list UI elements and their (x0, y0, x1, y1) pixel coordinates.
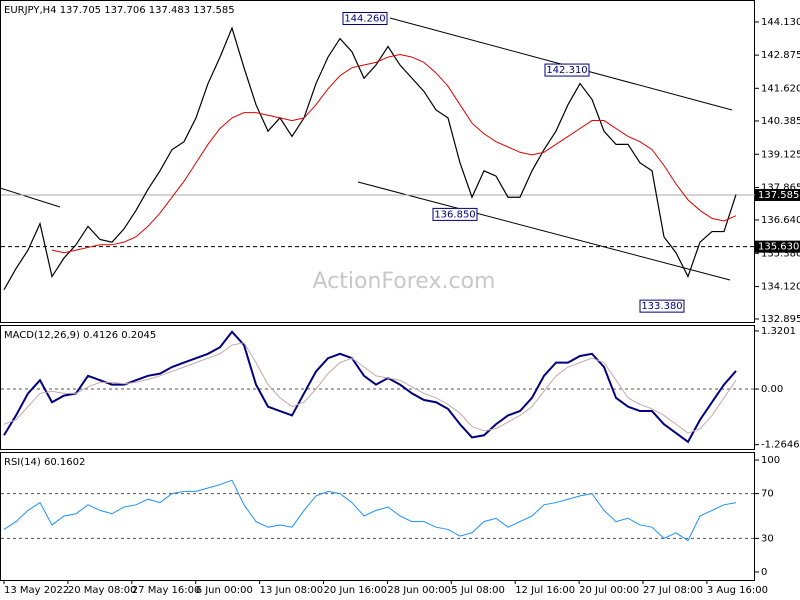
y-tick-label: 134.120 (761, 282, 800, 293)
macd-panel-frame (0, 325, 755, 450)
y-tick-label: 0.00 (761, 384, 783, 395)
annotation-box (639, 299, 685, 313)
x-tick-label: 27 May 16:00 (132, 585, 201, 596)
x-tick-label: 27 Jul 08:00 (643, 585, 703, 596)
x-tick-label: 13 Jun 08:00 (260, 585, 324, 596)
y-tick-label: 132.895 (761, 314, 800, 325)
y-tick-label: 70 (761, 489, 774, 500)
x-tick-label: 3 Aug 16:00 (707, 585, 768, 596)
x-tick-label: 12 Jul 16:00 (515, 585, 575, 596)
annotation-box (342, 12, 388, 26)
annotation-label: 136.850 (434, 209, 475, 220)
y-tick-label: 142.875 (761, 50, 800, 61)
annotation-label: 142.310 (546, 65, 587, 76)
y-tick-label: 140.385 (761, 116, 800, 127)
panel-title: EURJPY,H4 137.705 137.706 137.483 137.58… (4, 5, 235, 16)
price-label-box (755, 240, 800, 253)
series-line (51, 53, 737, 254)
x-tick-label: 13 May 2022 (4, 585, 69, 596)
x-tick-label: 28 Jun 00:00 (387, 585, 451, 596)
y-tick-label: 136.640 (761, 215, 800, 226)
series-line (3, 342, 737, 434)
x-tick-label: 20 May 08:00 (68, 585, 137, 596)
series-line (3, 479, 737, 542)
y-tick-label: 144.130 (761, 17, 800, 28)
annotation-label: 144.260 (344, 14, 385, 25)
y-tick-label: 141.620 (761, 83, 800, 94)
main-panel-frame (0, 0, 755, 323)
x-tick-label: 5 Jul 08:00 (451, 585, 505, 596)
y-tick-label: 0 (761, 567, 767, 578)
panel-title: MACD(12,26,9) 0.4126 0.2045 (4, 330, 156, 341)
panel-title: RSI(14) 60.1602 (4, 457, 85, 468)
price-label: 137.585 (758, 190, 799, 201)
price-label: 135.630 (758, 242, 799, 253)
watermark: ActionForex.com (313, 269, 496, 294)
y-tick-label: 135.380 (761, 248, 800, 259)
rsi-panel-frame (0, 452, 755, 581)
y-tick-label: 137.865 (761, 183, 800, 194)
y-tick-label: -1.2646 (761, 440, 800, 451)
y-tick-label: 139.125 (761, 149, 800, 160)
channel-lower (357, 181, 731, 281)
y-tick-label: 100 (761, 455, 780, 466)
annotation-box (544, 63, 590, 77)
price-label-box (755, 188, 800, 201)
x-tick-label: 6 Jun 00:00 (196, 585, 253, 596)
series-line (3, 330, 737, 444)
series-line (3, 26, 737, 291)
y-tick-label: 1.3201 (761, 326, 796, 337)
annotation-label: 133.380 (641, 301, 682, 312)
x-tick-label: 20 Jul 00:00 (579, 585, 639, 596)
trend-line (0, 187, 61, 208)
x-tick-label: 20 Jun 16:00 (324, 585, 388, 596)
y-tick-label: 30 (761, 533, 774, 544)
annotation-box (432, 207, 478, 221)
